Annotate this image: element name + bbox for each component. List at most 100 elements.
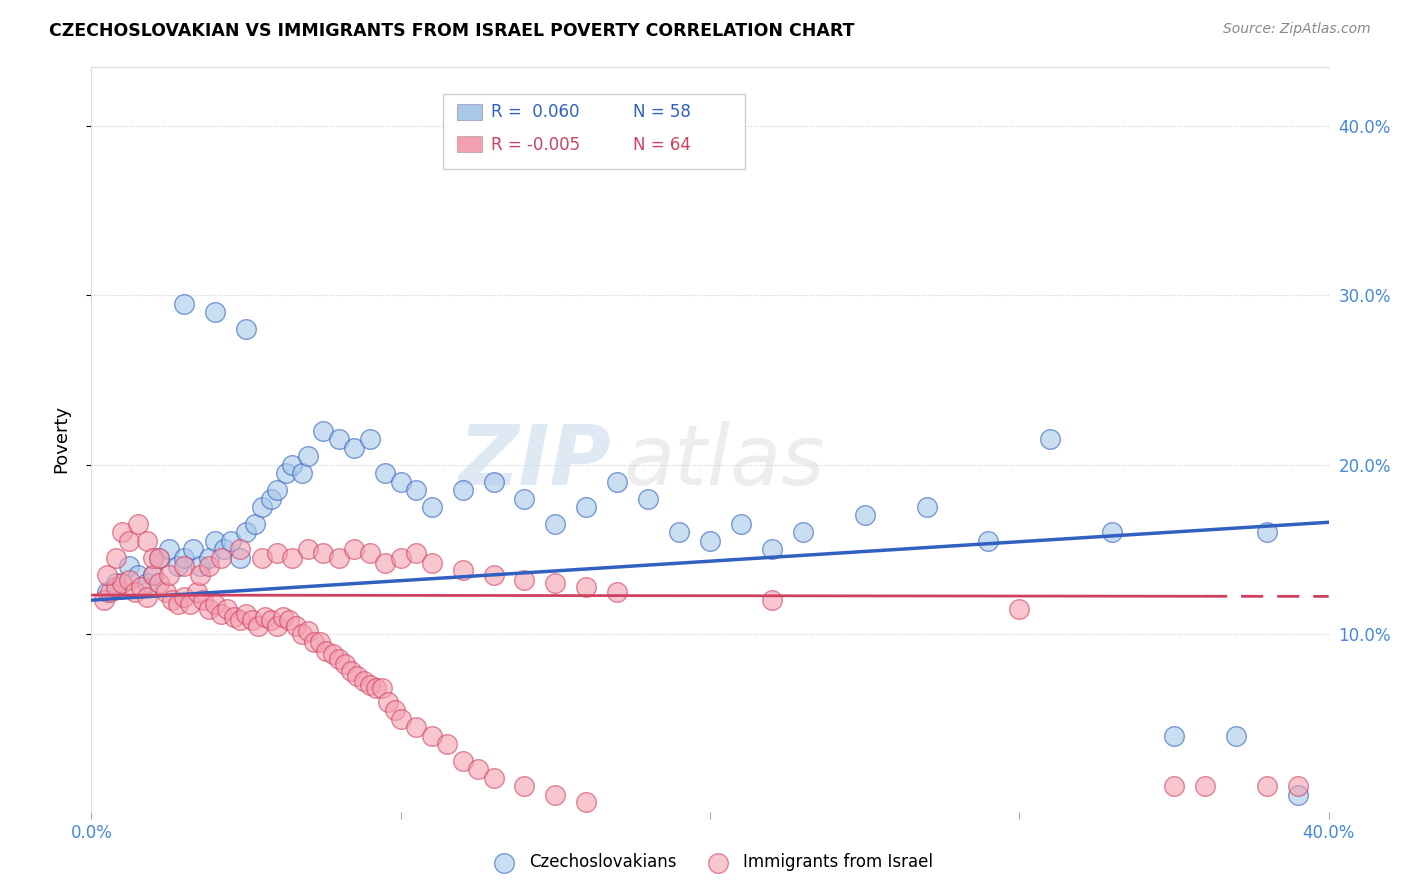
Point xyxy=(117,573,139,587)
Point xyxy=(384,703,406,717)
Point xyxy=(328,433,350,447)
Point xyxy=(1286,788,1309,802)
Point xyxy=(302,635,325,649)
Point xyxy=(544,576,567,591)
Point xyxy=(188,567,211,582)
Point xyxy=(1256,525,1278,540)
Point xyxy=(451,483,474,497)
Point xyxy=(250,550,273,565)
Point xyxy=(668,525,690,540)
Point xyxy=(436,737,458,751)
Point xyxy=(482,771,505,785)
Point xyxy=(405,720,427,734)
Point xyxy=(606,584,628,599)
Point xyxy=(281,550,304,565)
Point xyxy=(98,584,121,599)
Point xyxy=(157,542,180,557)
Point xyxy=(148,550,170,565)
Point xyxy=(142,567,165,582)
Point xyxy=(637,491,659,506)
Text: CZECHOSLOVAKIAN VS IMMIGRANTS FROM ISRAEL POVERTY CORRELATION CHART: CZECHOSLOVAKIAN VS IMMIGRANTS FROM ISRAE… xyxy=(49,22,855,40)
Point xyxy=(1101,525,1123,540)
Point xyxy=(229,550,252,565)
Point xyxy=(513,780,536,794)
Point xyxy=(219,533,242,548)
Point xyxy=(1163,729,1185,743)
Point xyxy=(1008,601,1031,615)
Point xyxy=(1039,433,1062,447)
Point xyxy=(179,597,201,611)
Point xyxy=(186,584,208,599)
Point xyxy=(374,466,396,480)
Point xyxy=(297,542,319,557)
Point xyxy=(291,627,314,641)
Point xyxy=(343,441,366,455)
Point xyxy=(173,297,195,311)
Point xyxy=(266,618,288,632)
Point xyxy=(359,433,381,447)
Point xyxy=(276,466,298,480)
Point xyxy=(117,533,139,548)
Point xyxy=(271,610,294,624)
Legend: Czechoslovakians, Immigrants from Israel: Czechoslovakians, Immigrants from Israel xyxy=(481,847,939,878)
Point xyxy=(346,669,368,683)
Point xyxy=(312,546,335,560)
Text: R = -0.005: R = -0.005 xyxy=(491,136,579,153)
Point xyxy=(204,597,226,611)
Point xyxy=(297,449,319,463)
Point xyxy=(260,491,283,506)
Point xyxy=(915,500,938,514)
Point xyxy=(389,550,412,565)
Point xyxy=(173,559,195,574)
Text: atlas: atlas xyxy=(623,421,825,502)
Point xyxy=(105,576,128,591)
Point xyxy=(730,516,752,531)
Point xyxy=(405,483,427,497)
Point xyxy=(183,542,205,557)
Point xyxy=(235,607,257,621)
Point xyxy=(235,322,257,336)
Point xyxy=(1256,780,1278,794)
Point xyxy=(420,500,443,514)
Point xyxy=(513,573,536,587)
Point xyxy=(148,576,170,591)
Point xyxy=(291,466,314,480)
Y-axis label: Poverty: Poverty xyxy=(52,405,70,474)
Point xyxy=(127,567,149,582)
Point xyxy=(281,458,304,472)
Point xyxy=(250,500,273,514)
Point xyxy=(229,614,252,628)
Point xyxy=(420,729,443,743)
Point xyxy=(198,601,221,615)
Point xyxy=(575,795,598,809)
Point xyxy=(148,550,170,565)
Point xyxy=(575,580,598,594)
Point xyxy=(142,550,165,565)
Point xyxy=(214,542,236,557)
Point xyxy=(1286,780,1309,794)
Point xyxy=(105,550,128,565)
Point xyxy=(297,624,319,638)
Point xyxy=(155,584,177,599)
Point xyxy=(260,614,283,628)
Point xyxy=(389,475,412,489)
Point xyxy=(127,516,149,531)
Text: N = 64: N = 64 xyxy=(633,136,690,153)
Point xyxy=(96,567,118,582)
Point xyxy=(93,593,115,607)
Point xyxy=(222,610,245,624)
Point xyxy=(513,491,536,506)
Point xyxy=(761,542,783,557)
Point xyxy=(191,593,214,607)
Point xyxy=(1163,780,1185,794)
Point xyxy=(173,550,195,565)
Point xyxy=(209,550,232,565)
Point xyxy=(124,584,146,599)
Point xyxy=(853,508,876,523)
Point xyxy=(266,546,288,560)
Point xyxy=(284,618,307,632)
Point xyxy=(699,533,721,548)
Point xyxy=(482,567,505,582)
Point xyxy=(188,559,211,574)
Text: R =  0.060: R = 0.060 xyxy=(491,103,579,121)
